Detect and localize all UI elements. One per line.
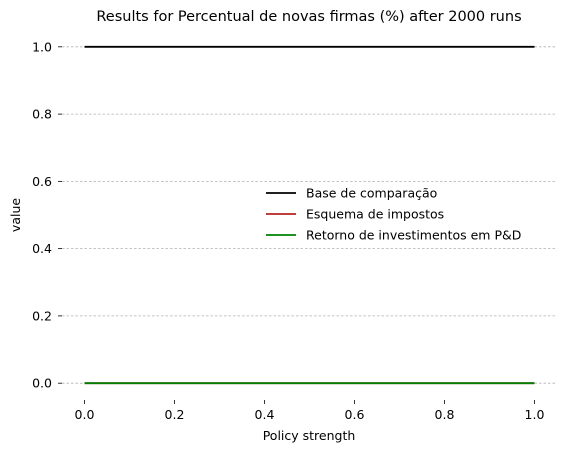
x-tick-label: 0.2 [165,407,185,422]
x-tick-label: 0.6 [345,407,365,422]
legend-entry-label: Retorno de investimentos em P&D [306,228,521,243]
y-tick-label: 0.0 [32,376,52,391]
x-tick-label: 0.0 [75,407,95,422]
y-tick-label: 0.4 [32,241,52,256]
x-tick-label: 0.4 [255,407,275,422]
legend-entry-label: Base de comparação [306,186,437,201]
y-tick-label: 0.8 [32,107,52,122]
x-tick-label: 0.8 [435,407,455,422]
y-axis-label: value [8,198,23,232]
legend: Base de comparação Esquema de impostos Ret… [266,186,521,243]
y-tick-label: 1.0 [32,39,52,54]
y-axis-ticks: 0.0 0.2 0.4 0.6 0.8 1.0 [32,39,62,390]
chart-title: Results for Percentual de novas firmas (… [96,9,521,25]
x-axis-label: Policy strength [263,428,356,443]
x-axis-ticks: 0.0 0.2 0.4 0.6 0.8 1.0 [75,400,545,422]
x-tick-label: 1.0 [525,407,545,422]
y-tick-label: 0.6 [32,174,52,189]
y-tick-label: 0.2 [32,308,52,323]
legend-entry-label: Esquema de impostos [306,207,444,222]
